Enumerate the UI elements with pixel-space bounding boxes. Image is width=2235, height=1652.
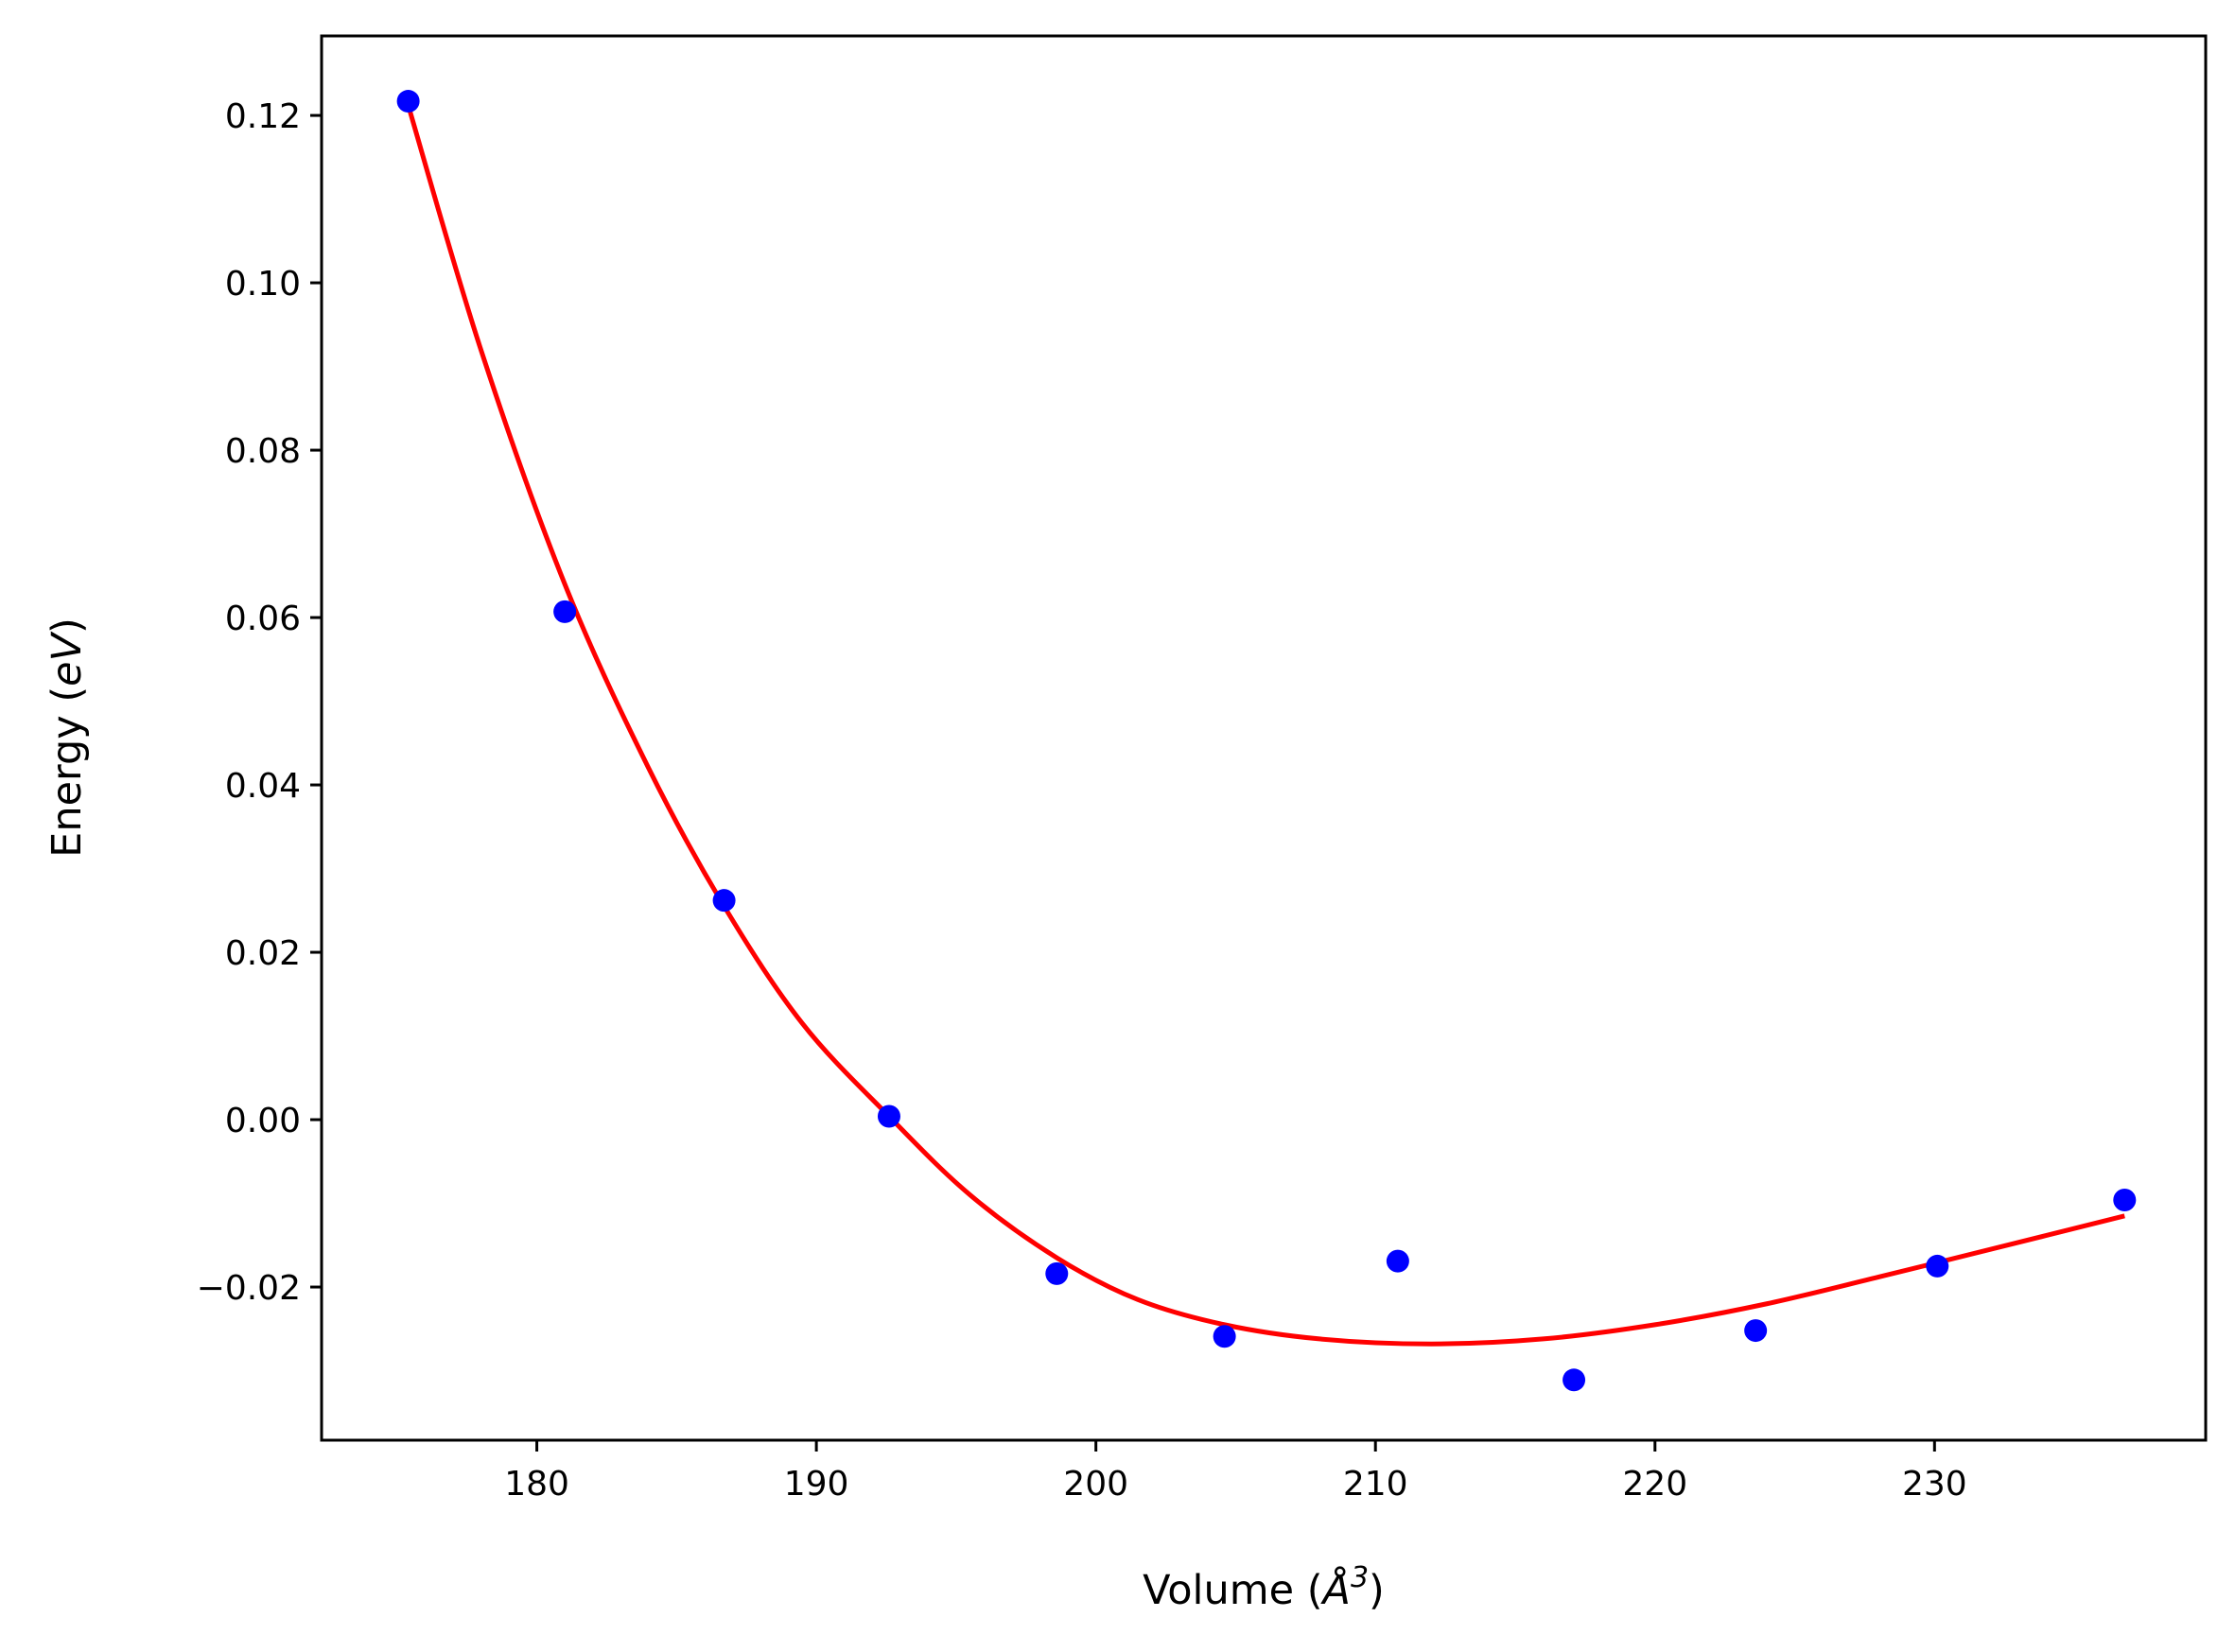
data-point (1744, 1319, 1768, 1343)
x-tick-label: 190 (784, 1465, 849, 1504)
y-tick-label: 0.12 (225, 97, 301, 136)
x-tick-label: 180 (504, 1465, 569, 1504)
y-tick-label: 0.08 (225, 432, 301, 471)
x-tick-label: 220 (1622, 1465, 1687, 1504)
data-point (1926, 1254, 1949, 1278)
data-point (1563, 1368, 1586, 1392)
data-point (2113, 1189, 2137, 1212)
y-tick-label: 0.04 (225, 767, 301, 806)
data-point (1213, 1325, 1236, 1348)
axes-frame (320, 34, 2208, 1442)
data-point (1045, 1261, 1069, 1285)
data-point (1386, 1249, 1409, 1273)
x-axis-label: Volume (Å3) (1143, 1561, 1385, 1614)
axis-ticks: 180 190 200 210 220 230 −0.02 0.00 0.02 0.04 0.06 0… (197, 97, 1967, 1504)
plot-area (396, 90, 2137, 1392)
y-axis-label: Energy (eV) (44, 617, 91, 858)
data-point (877, 1104, 900, 1128)
data-point (396, 90, 420, 113)
y-tick-label: 0.02 (225, 934, 301, 973)
x-tick-label: 200 (1063, 1465, 1128, 1504)
y-tick-label: 0.00 (225, 1102, 301, 1140)
data-point (553, 600, 577, 623)
y-tick-label: 0.06 (225, 600, 301, 638)
data-point (712, 889, 736, 913)
fit-curve (406, 104, 2125, 1347)
x-tick-label: 230 (1902, 1465, 1967, 1504)
y-tick-label: 0.10 (225, 265, 301, 304)
x-tick-label: 210 (1343, 1465, 1408, 1504)
y-tick-label: −0.02 (197, 1269, 301, 1308)
